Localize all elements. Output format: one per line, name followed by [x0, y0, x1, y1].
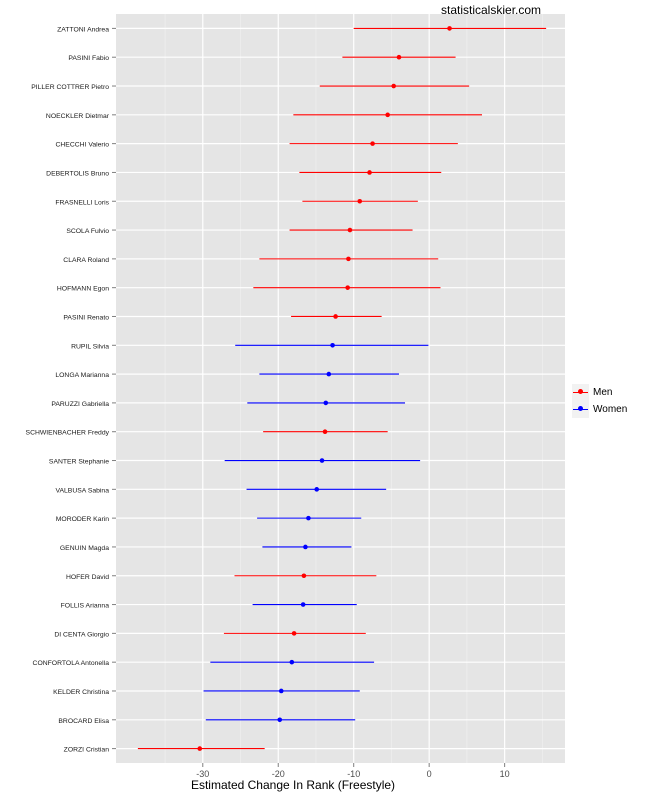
data-point [345, 285, 350, 290]
data-point [306, 515, 311, 521]
y-tick-label: SCOLA Fulvio [66, 228, 109, 235]
data-point [391, 83, 397, 89]
legend-label-men: Men [593, 387, 613, 398]
y-tick-label: PASINI Renato [63, 314, 109, 321]
x-tick-label: 10 [500, 769, 510, 779]
plot-panel [116, 14, 565, 763]
data-point [357, 198, 363, 204]
data-point [396, 54, 402, 60]
data-point [330, 342, 335, 348]
data-point [323, 400, 329, 406]
data-point [319, 458, 325, 463]
y-tick-label: CONFORTOLA Antonella [33, 660, 110, 667]
legend-item-women: Women [572, 401, 627, 418]
y-tick-label: PASINI Fabio [68, 55, 109, 62]
legend-point-men [578, 389, 583, 394]
legend-item-men: Men [572, 384, 627, 401]
legend: Men Women [572, 384, 627, 418]
y-tick-label: MORODER Karin [56, 516, 109, 523]
y-tick-label: SANTER Stephanie [49, 459, 109, 466]
y-tick-label: ZORZI Cristian [64, 747, 110, 754]
y-tick-label: HOFER David [66, 574, 109, 581]
legend-label-women: Women [593, 404, 628, 415]
data-point [447, 26, 452, 31]
y-tick-label: ZATTONI Andrea [57, 26, 109, 33]
data-point [322, 429, 328, 435]
y-tick-label: LONGA Marianna [55, 372, 109, 379]
x-axis-title: Estimated Change In Rank (Freestyle) [190, 778, 396, 792]
data-point [385, 112, 390, 118]
y-tick-label: SCHWIENBACHER Freddy [26, 430, 110, 437]
data-point [347, 227, 353, 233]
y-tick-label: DEBERTOLIS Bruno [46, 170, 109, 177]
y-tick-label: GENUIN Magda [60, 545, 109, 552]
legend-point-women [578, 406, 583, 411]
site-label: statisticalskier.com [441, 3, 542, 17]
data-point [291, 631, 297, 636]
x-tick-label: -20 [272, 769, 285, 779]
data-point [301, 573, 307, 579]
x-tick-label: -10 [347, 769, 360, 779]
data-point [278, 688, 284, 694]
y-tick-label: RUPIL Silvia [71, 343, 109, 350]
data-point [326, 371, 332, 377]
data-point [277, 717, 283, 723]
data-point [346, 256, 351, 262]
y-tick-label: CLARA Roland [63, 257, 109, 264]
data-point [333, 314, 338, 319]
data-point [197, 746, 203, 751]
data-point [314, 487, 320, 492]
x-tick-label: 0 [427, 769, 432, 779]
y-tick-label: NOECKLER Dietmar [46, 113, 110, 120]
y-tick-label: HOFMANN Egon [57, 286, 109, 293]
y-tick-label: PILLER COTTRER Pietro [31, 84, 109, 91]
legend-key-women [572, 401, 589, 418]
y-tick-label: VALBUSA Sabina [55, 487, 109, 494]
data-point [367, 170, 372, 175]
data-point [300, 602, 306, 607]
y-tick-label: FRASNELLI Loris [55, 199, 109, 206]
y-tick-label: DI CENTA Giorgio [54, 631, 109, 638]
y-tick-label: PARUZZI Gabriella [51, 401, 109, 408]
legend-key-men [572, 384, 589, 401]
x-tick-label: -30 [196, 769, 209, 779]
data-point [303, 544, 308, 550]
data-point [370, 141, 375, 146]
y-tick-label: KELDER Christina [53, 689, 109, 696]
y-tick-label: CHECCHI Valerio [55, 142, 109, 149]
y-tick-label: BROCARD Elisa [58, 718, 109, 725]
data-point [289, 659, 295, 665]
y-tick-label: FOLLIS Arianna [61, 603, 110, 610]
